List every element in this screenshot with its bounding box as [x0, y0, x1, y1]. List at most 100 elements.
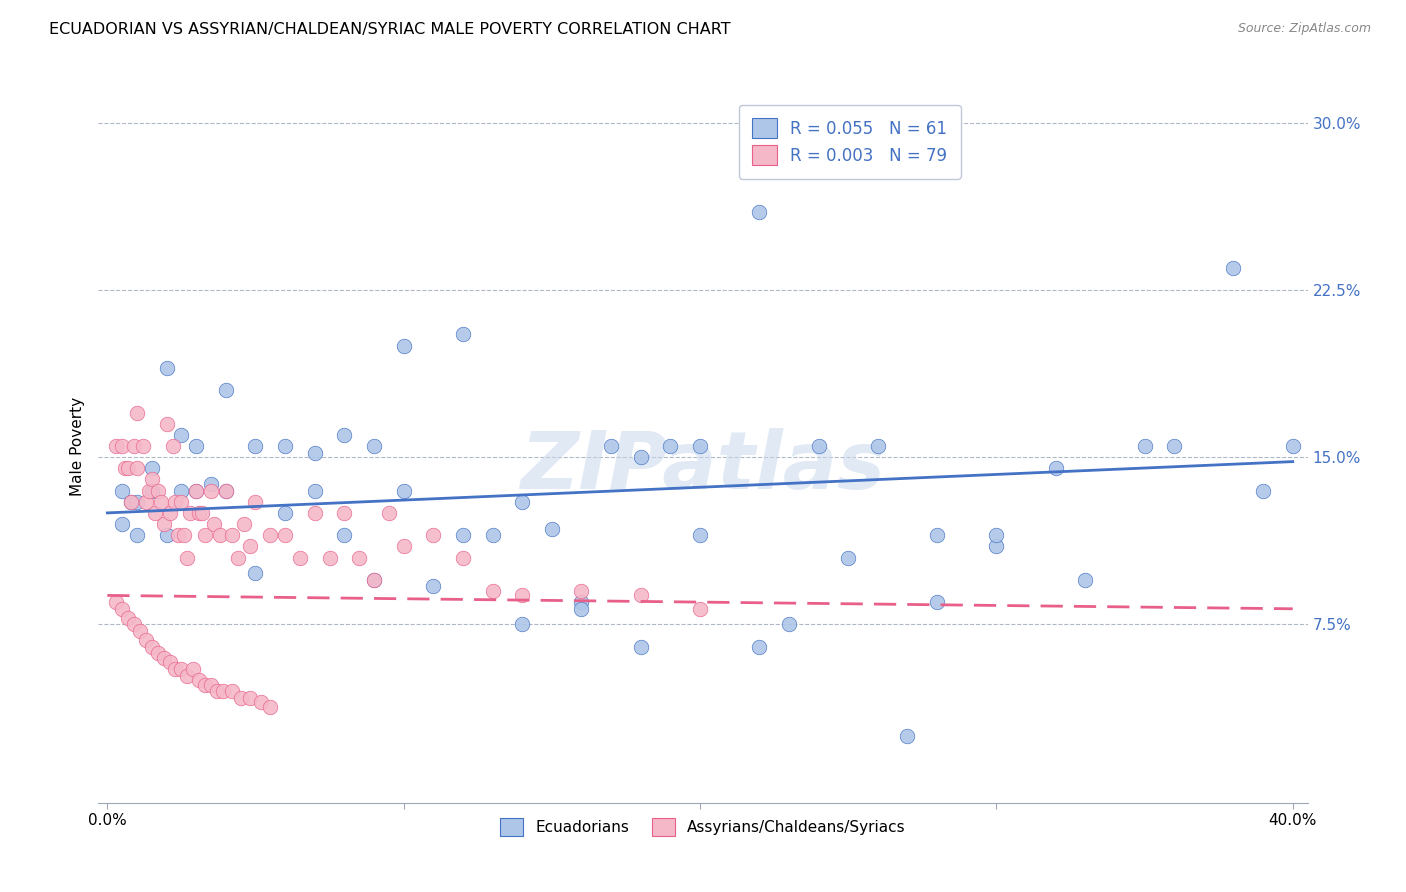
Point	[141, 640, 163, 654]
Point	[927, 595, 949, 609]
Point	[245, 439, 267, 453]
Point	[304, 506, 326, 520]
Point	[288, 550, 311, 565]
Point	[422, 580, 444, 594]
Point	[194, 528, 217, 542]
Point	[200, 678, 222, 692]
Point	[170, 483, 193, 498]
Point	[274, 439, 297, 453]
Point	[274, 506, 297, 520]
Point	[1045, 461, 1067, 475]
Point	[125, 494, 148, 508]
Point	[111, 601, 134, 615]
Point	[105, 439, 128, 453]
Point	[138, 483, 160, 498]
Point	[259, 528, 281, 542]
Point	[125, 528, 148, 542]
Point	[451, 550, 474, 565]
Point	[202, 517, 225, 532]
Point	[135, 494, 157, 508]
Point	[807, 439, 830, 453]
Point	[129, 624, 152, 639]
Point	[333, 427, 356, 442]
Point	[304, 483, 326, 498]
Point	[215, 483, 238, 498]
Point	[143, 506, 166, 520]
Point	[1074, 573, 1097, 587]
Point	[510, 589, 533, 603]
Point	[363, 573, 385, 587]
Point	[215, 483, 238, 498]
Point	[1133, 439, 1156, 453]
Point	[205, 684, 228, 698]
Point	[927, 528, 949, 542]
Point	[481, 583, 503, 598]
Point	[1281, 439, 1303, 453]
Point	[778, 617, 800, 632]
Point	[159, 506, 181, 520]
Point	[122, 617, 145, 632]
Point	[451, 327, 474, 342]
Point	[120, 494, 142, 508]
Point	[232, 517, 254, 532]
Point	[186, 483, 208, 498]
Point	[392, 338, 415, 352]
Point	[146, 483, 169, 498]
Point	[155, 528, 177, 542]
Point	[986, 539, 1008, 553]
Point	[245, 566, 267, 580]
Point	[155, 360, 177, 375]
Point	[212, 684, 235, 698]
Point	[422, 528, 444, 542]
Point	[159, 655, 181, 669]
Y-axis label: Male Poverty: Male Poverty	[69, 396, 84, 496]
Point	[896, 729, 918, 743]
Point	[1251, 483, 1274, 498]
Point	[986, 528, 1008, 542]
Point	[630, 589, 652, 603]
Point	[226, 550, 249, 565]
Text: Source: ZipAtlas.com: Source: ZipAtlas.com	[1237, 22, 1371, 36]
Point	[259, 699, 281, 714]
Point	[176, 669, 198, 683]
Point	[181, 662, 204, 676]
Point	[1222, 260, 1244, 275]
Point	[162, 439, 184, 453]
Point	[866, 439, 889, 453]
Point	[392, 483, 415, 498]
Point	[146, 646, 169, 660]
Point	[659, 439, 682, 453]
Point	[170, 494, 193, 508]
Point	[179, 506, 201, 520]
Point	[571, 595, 593, 609]
Point	[111, 483, 134, 498]
Point	[333, 506, 356, 520]
Point	[245, 494, 267, 508]
Point	[152, 517, 174, 532]
Point	[111, 517, 134, 532]
Point	[152, 651, 174, 665]
Point	[239, 539, 262, 553]
Text: ZIPatlas: ZIPatlas	[520, 428, 886, 507]
Point	[176, 550, 198, 565]
Point	[167, 528, 190, 542]
Point	[221, 684, 243, 698]
Point	[630, 450, 652, 464]
Point	[333, 528, 356, 542]
Point	[837, 550, 859, 565]
Point	[481, 528, 503, 542]
Point	[149, 494, 172, 508]
Text: ECUADORIAN VS ASSYRIAN/CHALDEAN/SYRIAC MALE POVERTY CORRELATION CHART: ECUADORIAN VS ASSYRIAN/CHALDEAN/SYRIAC M…	[49, 22, 731, 37]
Point	[215, 384, 238, 398]
Point	[318, 550, 340, 565]
Point	[105, 595, 128, 609]
Point	[451, 528, 474, 542]
Point	[191, 506, 214, 520]
Point	[165, 494, 187, 508]
Point	[600, 439, 623, 453]
Point	[748, 204, 770, 219]
Point	[135, 633, 157, 648]
Point	[141, 472, 163, 486]
Point	[200, 483, 222, 498]
Point	[186, 439, 208, 453]
